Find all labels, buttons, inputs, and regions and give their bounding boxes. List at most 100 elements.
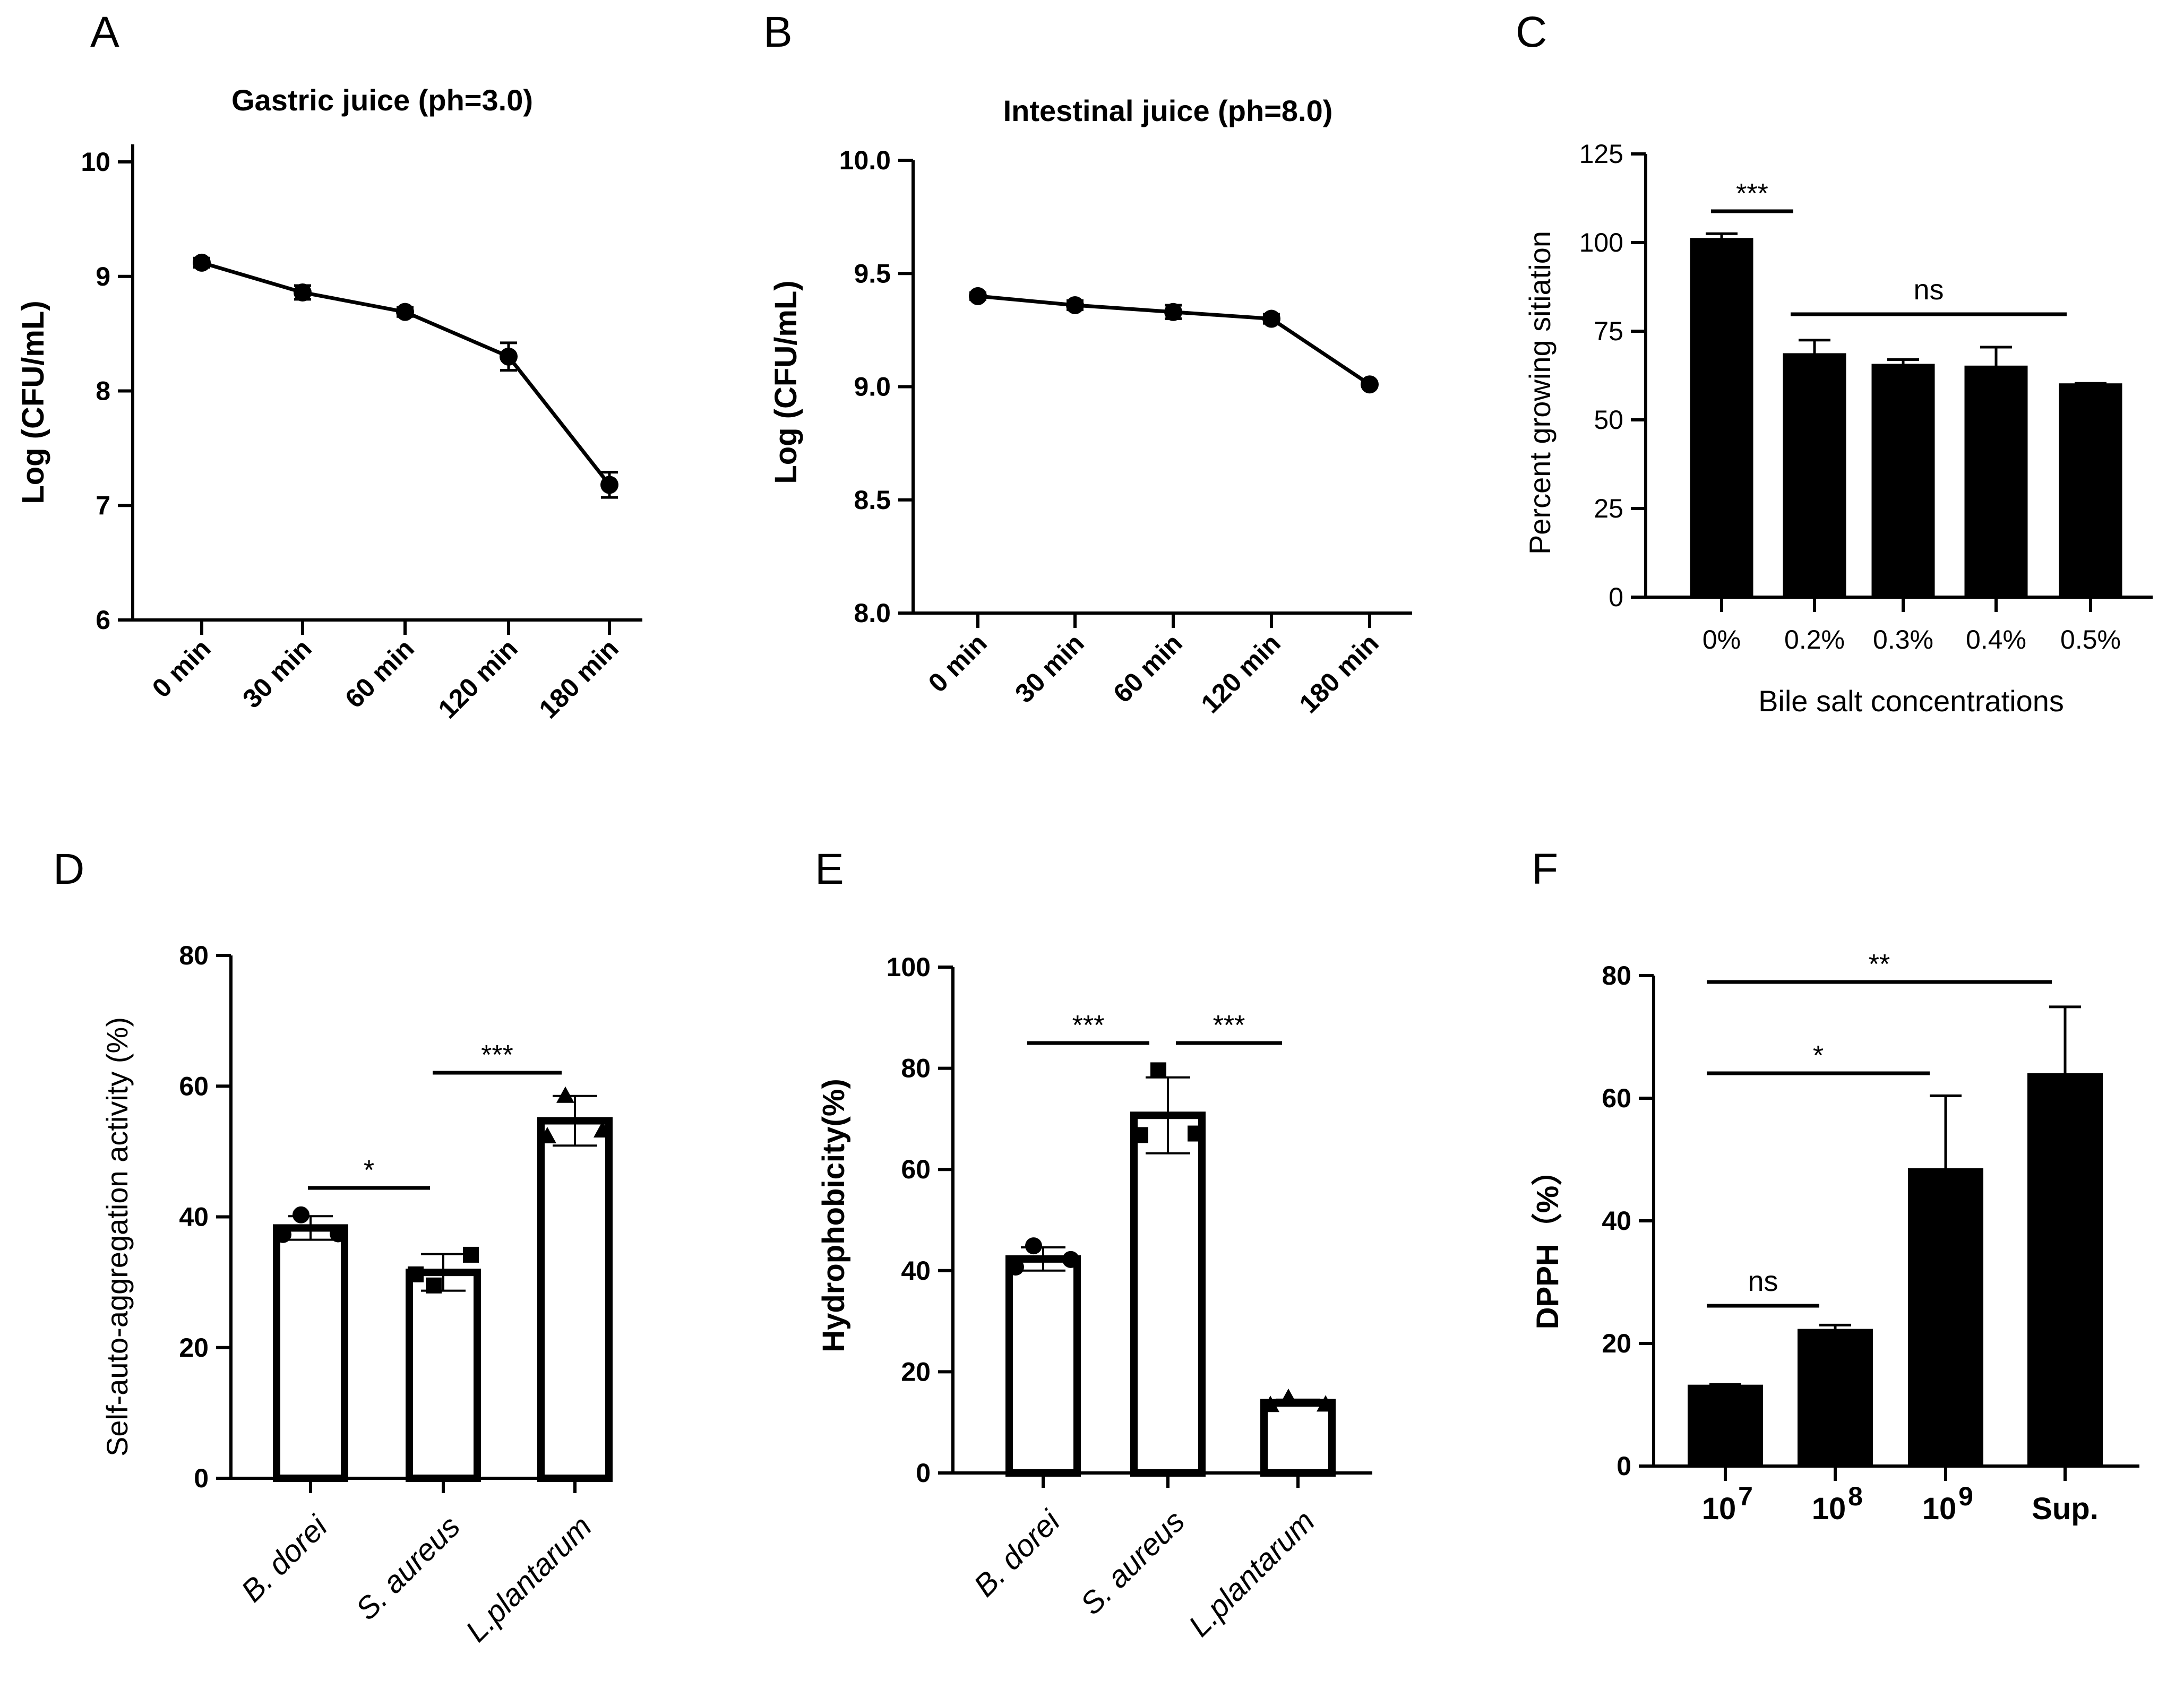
data-point	[1164, 303, 1182, 321]
data-point	[294, 283, 312, 301]
y-tick-label: 25	[1594, 494, 1623, 523]
x-tick-label: 0.5%	[2060, 625, 2121, 654]
y-tick-label: 20	[179, 1333, 209, 1363]
panel-f-ylabel: DPPH（%）	[1530, 1155, 1565, 1330]
x-tick-label: 10	[1702, 1492, 1736, 1526]
y-tick-label: 8.0	[854, 598, 891, 628]
panel-e-letter: E	[815, 845, 844, 893]
y-tick-label: 10.0	[839, 145, 891, 175]
y-tick-label: 0	[194, 1463, 209, 1493]
significance-label: **	[1869, 949, 1890, 980]
x-tick-label: L.plantarum	[1182, 1504, 1322, 1643]
y-tick-label: 50	[1594, 405, 1623, 435]
y-tick-label: 100	[1579, 228, 1623, 257]
data-point	[600, 476, 618, 494]
x-tick-label: S. aureus	[1074, 1504, 1192, 1622]
data-point	[1188, 1125, 1203, 1142]
significance-label: *	[1813, 1040, 1824, 1071]
data-point	[1007, 1259, 1024, 1276]
x-tick-label: 120 min	[1196, 628, 1286, 719]
bar	[2059, 383, 2122, 598]
x-tick-superscript: 7	[1738, 1481, 1753, 1511]
data-point	[500, 347, 518, 366]
panel-d-letter: D	[53, 845, 84, 893]
y-tick-label: 40	[179, 1202, 209, 1232]
x-tick-label: B. dorei	[235, 1509, 335, 1609]
y-tick-label: 60	[179, 1071, 209, 1101]
y-tick-label: 80	[901, 1054, 931, 1083]
data-point	[1025, 1237, 1042, 1255]
x-tick-label: S. aureus	[349, 1509, 467, 1627]
panel-a-ylabel: Log (CFU/mL)	[16, 300, 50, 504]
bar	[1130, 1111, 1206, 1477]
x-tick-label: 0.3%	[1873, 625, 1933, 654]
x-tick-label: B. dorei	[967, 1503, 1068, 1604]
data-point	[1066, 296, 1084, 314]
panel-c-ylabel: Percent growing sitiation	[1523, 231, 1557, 555]
bar	[406, 1269, 481, 1482]
data-point	[293, 1206, 309, 1223]
x-tick-label: 180 min	[1294, 628, 1385, 719]
significance-label: *	[364, 1155, 374, 1186]
panel-d-ylabel: Self-auto-aggregation activity (%)	[100, 1017, 134, 1457]
panel-c: C Percent growing sitiation Bile salt co…	[1516, 8, 2153, 718]
series-line	[201, 261, 611, 486]
data-point	[556, 1086, 574, 1103]
x-tick-label: 60 min	[339, 633, 420, 714]
panel-f-letter: F	[1532, 845, 1558, 893]
data-point	[1150, 1062, 1166, 1079]
y-tick-label: 8.5	[854, 485, 891, 515]
panel-a-title: Gastric juice (ph=3.0)	[231, 83, 533, 117]
significance-label: ns	[1913, 274, 1944, 306]
y-tick-label: 20	[901, 1357, 931, 1386]
x-tick-label: 30 min	[1009, 628, 1090, 709]
y-tick-label: 6	[96, 605, 110, 635]
x-tick-label: 10	[1922, 1492, 1957, 1526]
data-point	[1262, 309, 1280, 328]
data-point	[1279, 1388, 1297, 1405]
bar	[1798, 1329, 1873, 1468]
panel-c-letter: C	[1516, 8, 1547, 56]
bar	[1871, 364, 1935, 599]
data-point	[396, 303, 414, 321]
x-tick-label: 10	[1812, 1492, 1846, 1526]
significance-label: ***	[1072, 1010, 1105, 1041]
significance-label: ns	[1748, 1265, 1778, 1297]
bar	[1260, 1399, 1336, 1477]
significance-label: ***	[1213, 1010, 1245, 1041]
x-tick-label: 60 min	[1107, 628, 1188, 709]
x-tick-label: 0%	[1703, 625, 1741, 654]
x-tick-label: 0 min	[923, 628, 993, 698]
y-tick-label: 7	[96, 490, 110, 520]
panel-b-title: Intestinal juice (ph=8.0)	[1003, 94, 1333, 127]
y-tick-label: 9.0	[854, 372, 891, 402]
bar	[1005, 1255, 1081, 1477]
y-tick-label: 20	[1602, 1329, 1631, 1358]
y-tick-label: 60	[901, 1154, 931, 1184]
x-tick-label: 180 min	[534, 633, 624, 724]
panel-b-ylabel: Log (CFU/mL)	[769, 280, 803, 484]
significance-label: ***	[1736, 178, 1768, 209]
y-tick-label: 40	[901, 1256, 931, 1286]
y-tick-label: 9	[96, 262, 110, 291]
panel-d: D Self-auto-aggregation activity (%) 0 20…	[53, 845, 613, 1649]
data-point	[594, 1121, 612, 1138]
bar	[2027, 1073, 2103, 1467]
bar	[537, 1117, 613, 1483]
data-point	[1132, 1127, 1148, 1143]
x-tick-label: Sup.	[2032, 1492, 2099, 1526]
data-point	[408, 1266, 424, 1282]
data-point	[1361, 375, 1379, 394]
panel-e-ylabel: Hydrophobicity(%)	[816, 1079, 851, 1352]
data-point	[969, 287, 987, 305]
x-tick-label: 0.4%	[1966, 625, 2026, 654]
y-tick-label: 60	[1602, 1083, 1631, 1113]
bar	[1908, 1168, 1983, 1467]
panel-a: A Gastric juice (ph=3.0) Log (CFU/mL) 6 7…	[16, 8, 642, 724]
data-point	[1062, 1251, 1079, 1268]
panel-b: B Intestinal juice (ph=8.0) Log (CFU/mL)…	[763, 8, 1412, 719]
data-point	[1261, 1395, 1279, 1412]
panel-c-xlabel: Bile salt concentrations	[1758, 684, 2064, 718]
